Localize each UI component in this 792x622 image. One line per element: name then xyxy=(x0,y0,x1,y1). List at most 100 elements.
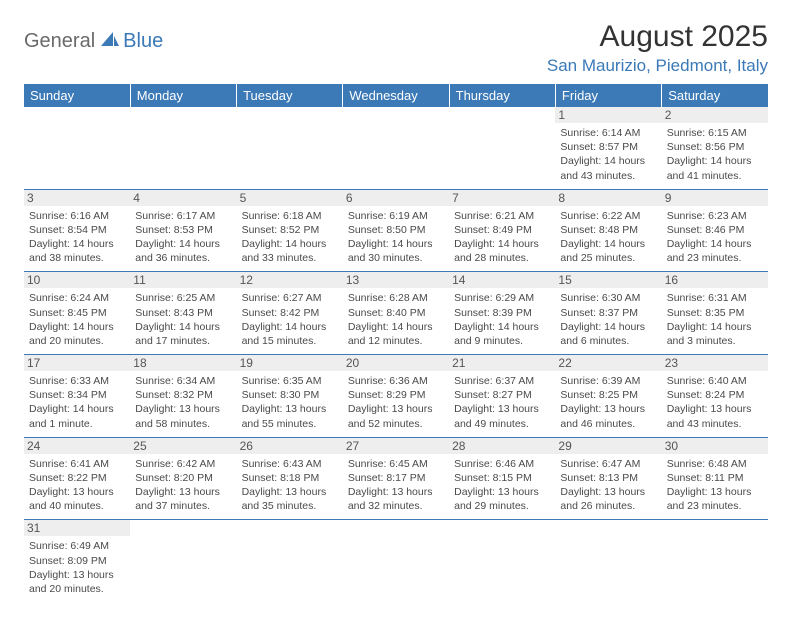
sunset-line: Sunset: 8:52 PM xyxy=(242,223,338,237)
daylight-line: Daylight: 13 hours and 32 minutes. xyxy=(348,485,444,513)
sunset-line: Sunset: 8:25 PM xyxy=(560,388,656,402)
day-number: 16 xyxy=(662,272,768,288)
calendar-cell: 13Sunrise: 6:28 AMSunset: 8:40 PMDayligh… xyxy=(343,272,449,355)
sunrise-line: Sunrise: 6:18 AM xyxy=(242,209,338,223)
calendar-cell: 15Sunrise: 6:30 AMSunset: 8:37 PMDayligh… xyxy=(555,272,661,355)
calendar-cell xyxy=(237,520,343,602)
calendar-cell xyxy=(449,107,555,189)
day-number: 6 xyxy=(343,190,449,206)
daylight-line: Daylight: 14 hours and 17 minutes. xyxy=(135,320,231,348)
sunset-line: Sunset: 8:50 PM xyxy=(348,223,444,237)
sunrise-line: Sunrise: 6:49 AM xyxy=(29,539,125,553)
calendar-cell: 27Sunrise: 6:45 AMSunset: 8:17 PMDayligh… xyxy=(343,437,449,520)
daylight-line: Daylight: 13 hours and 46 minutes. xyxy=(560,402,656,430)
sunrise-line: Sunrise: 6:15 AM xyxy=(667,126,763,140)
sunset-line: Sunset: 8:22 PM xyxy=(29,471,125,485)
daylight-line: Daylight: 13 hours and 58 minutes. xyxy=(135,402,231,430)
daylight-line: Daylight: 14 hours and 23 minutes. xyxy=(667,237,763,265)
sunset-line: Sunset: 8:13 PM xyxy=(560,471,656,485)
day-number: 19 xyxy=(237,355,343,371)
sunrise-line: Sunrise: 6:34 AM xyxy=(135,374,231,388)
sunrise-line: Sunrise: 6:47 AM xyxy=(560,457,656,471)
calendar-cell xyxy=(449,520,555,602)
calendar-row: 1Sunrise: 6:14 AMSunset: 8:57 PMDaylight… xyxy=(24,107,768,189)
day-number: 13 xyxy=(343,272,449,288)
sunset-line: Sunset: 8:30 PM xyxy=(242,388,338,402)
calendar-cell: 5Sunrise: 6:18 AMSunset: 8:52 PMDaylight… xyxy=(237,189,343,272)
calendar-cell: 2Sunrise: 6:15 AMSunset: 8:56 PMDaylight… xyxy=(662,107,768,189)
sunset-line: Sunset: 8:54 PM xyxy=(29,223,125,237)
sunrise-line: Sunrise: 6:14 AM xyxy=(560,126,656,140)
daylight-line: Daylight: 13 hours and 35 minutes. xyxy=(242,485,338,513)
day-number: 11 xyxy=(130,272,236,288)
sunrise-line: Sunrise: 6:48 AM xyxy=(667,457,763,471)
sunrise-line: Sunrise: 6:39 AM xyxy=(560,374,656,388)
day-number: 29 xyxy=(555,438,661,454)
day-number: 22 xyxy=(555,355,661,371)
daylight-line: Daylight: 13 hours and 55 minutes. xyxy=(242,402,338,430)
calendar-cell: 30Sunrise: 6:48 AMSunset: 8:11 PMDayligh… xyxy=(662,437,768,520)
day-number: 7 xyxy=(449,190,555,206)
calendar-cell: 25Sunrise: 6:42 AMSunset: 8:20 PMDayligh… xyxy=(130,437,236,520)
logo: General Blue xyxy=(24,30,163,53)
calendar-cell: 4Sunrise: 6:17 AMSunset: 8:53 PMDaylight… xyxy=(130,189,236,272)
day-number: 24 xyxy=(24,438,130,454)
day-number: 2 xyxy=(662,107,768,123)
daylight-line: Daylight: 14 hours and 9 minutes. xyxy=(454,320,550,348)
day-number: 12 xyxy=(237,272,343,288)
sunset-line: Sunset: 8:56 PM xyxy=(667,140,763,154)
day-number: 25 xyxy=(130,438,236,454)
calendar-cell xyxy=(343,520,449,602)
sunrise-line: Sunrise: 6:33 AM xyxy=(29,374,125,388)
calendar-cell xyxy=(24,107,130,189)
daylight-line: Daylight: 13 hours and 29 minutes. xyxy=(454,485,550,513)
sunrise-line: Sunrise: 6:42 AM xyxy=(135,457,231,471)
daylight-line: Daylight: 14 hours and 3 minutes. xyxy=(667,320,763,348)
logo-text-general: General xyxy=(24,30,95,53)
sunset-line: Sunset: 8:35 PM xyxy=(667,306,763,320)
calendar-row: 24 Sunrise: 6:41 AMSunset: 8:22 PM Dayligh… xyxy=(24,437,768,520)
sunset-line: Sunset: 8:45 PM xyxy=(29,306,125,320)
header-monday: Monday xyxy=(130,84,236,107)
logo-text-blue: Blue xyxy=(123,30,163,53)
calendar-cell xyxy=(130,520,236,602)
day-number: 26 xyxy=(237,438,343,454)
sunrise-line: Sunrise: 6:30 AM xyxy=(560,291,656,305)
calendar-cell xyxy=(343,107,449,189)
sunrise-line: Sunrise: 6:40 AM xyxy=(667,374,763,388)
day-number: 28 xyxy=(449,438,555,454)
sunrise-line: Sunrise: 6:29 AM xyxy=(454,291,550,305)
sunrise-line: Sunrise: 6:24 AM xyxy=(29,291,125,305)
sunset-line: Sunset: 8:34 PM xyxy=(29,388,125,402)
daylight-line: Daylight: 13 hours and 26 minutes. xyxy=(560,485,656,513)
calendar-row: 3Sunrise: 6:16 AMSunset: 8:54 PMDaylight… xyxy=(24,189,768,272)
daylight-line: Daylight: 14 hours and 28 minutes. xyxy=(454,237,550,265)
calendar-cell xyxy=(662,520,768,602)
day-number: 21 xyxy=(449,355,555,371)
calendar-cell: 8Sunrise: 6:22 AMSunset: 8:48 PMDaylight… xyxy=(555,189,661,272)
day-number: 17 xyxy=(24,355,130,371)
title-block: August 2025 San Maurizio, Piedmont, Ital… xyxy=(547,20,768,76)
calendar-cell xyxy=(555,520,661,602)
calendar-row: 17 Sunrise: 6:33 AMSunset: 8:34 PM Dayligh… xyxy=(24,355,768,438)
sunset-line: Sunset: 8:27 PM xyxy=(454,388,550,402)
daylight-line: Daylight: 13 hours and 37 minutes. xyxy=(135,485,231,513)
sunrise-line: Sunrise: 6:17 AM xyxy=(135,209,231,223)
sunrise-line: Sunrise: 6:45 AM xyxy=(348,457,444,471)
daylight-line: Daylight: 14 hours and 15 minutes. xyxy=(242,320,338,348)
sunset-line: Sunset: 8:09 PM xyxy=(29,554,125,568)
calendar-cell: 24Sunrise: 6:41 AMSunset: 8:22 PMDayligh… xyxy=(24,437,130,520)
calendar-cell: 11Sunrise: 6:25 AMSunset: 8:43 PMDayligh… xyxy=(130,272,236,355)
day-number: 27 xyxy=(343,438,449,454)
sunset-line: Sunset: 8:29 PM xyxy=(348,388,444,402)
calendar-cell: 19Sunrise: 6:35 AMSunset: 8:30 PMDayligh… xyxy=(237,355,343,438)
sunrise-line: Sunrise: 6:36 AM xyxy=(348,374,444,388)
sunrise-line: Sunrise: 6:41 AM xyxy=(29,457,125,471)
header-sunday: Sunday xyxy=(24,84,130,107)
header-tuesday: Tuesday xyxy=(237,84,343,107)
daylight-line: Daylight: 13 hours and 20 minutes. xyxy=(29,568,125,596)
sunset-line: Sunset: 8:24 PM xyxy=(667,388,763,402)
sunrise-line: Sunrise: 6:16 AM xyxy=(29,209,125,223)
logo-sail-icon xyxy=(99,30,121,53)
calendar-cell: 16Sunrise: 6:31 AMSunset: 8:35 PMDayligh… xyxy=(662,272,768,355)
